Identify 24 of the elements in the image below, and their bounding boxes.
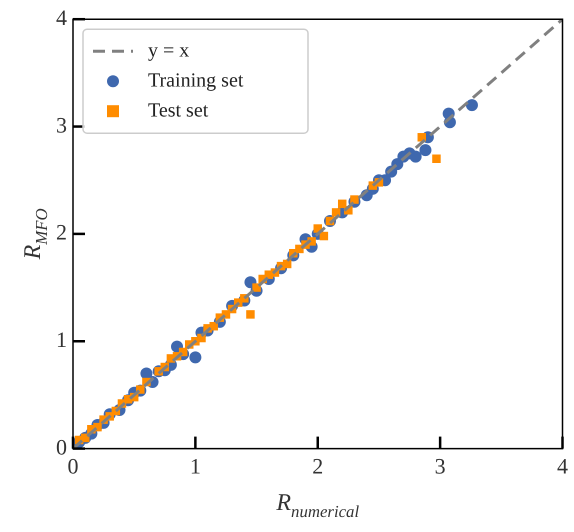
point <box>246 310 255 319</box>
point <box>332 208 340 217</box>
point <box>320 232 328 240</box>
legend-label: Training set <box>148 69 244 92</box>
point <box>410 150 422 163</box>
y-tick-label: 1 <box>56 327 67 352</box>
y-axis-title: RMFO <box>20 208 52 260</box>
x-tick-label: 4 <box>557 454 568 479</box>
legend-label: Test set <box>148 99 209 122</box>
x-tick-label: 2 <box>312 454 324 479</box>
point <box>419 144 432 156</box>
point <box>282 260 292 268</box>
y-tick-label: 3 <box>56 112 67 138</box>
point <box>432 154 441 163</box>
point <box>189 351 202 364</box>
x-tick-label: 3 <box>434 454 446 479</box>
x-tick-label: 1 <box>190 454 201 479</box>
y-tick-label: 4 <box>56 4 67 30</box>
legend-label: y = x <box>148 39 190 62</box>
y-tick-label: 2 <box>56 220 67 245</box>
point <box>466 99 478 112</box>
point <box>418 133 426 142</box>
y-tick-label: 0 <box>56 434 67 460</box>
point <box>338 200 346 208</box>
